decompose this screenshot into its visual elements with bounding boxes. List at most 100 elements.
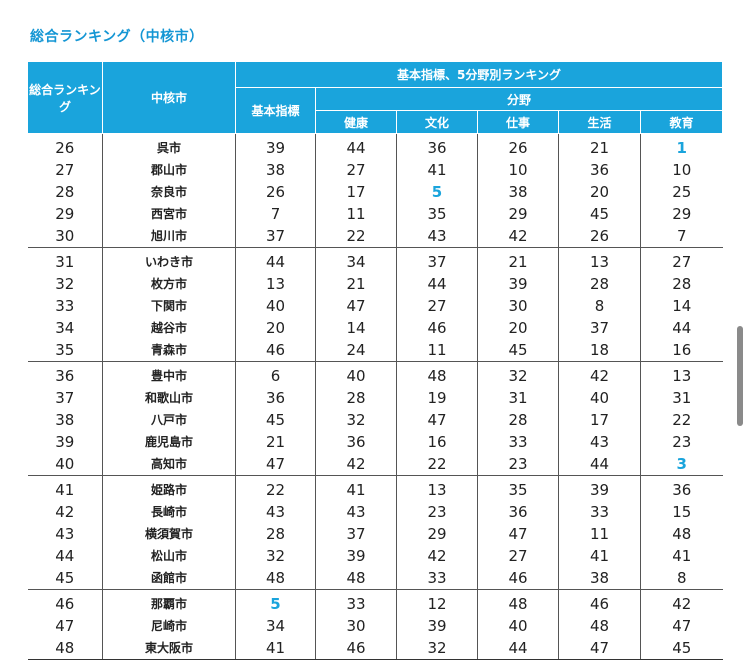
- culture-cell: 39: [396, 615, 478, 637]
- culture-cell: 27: [396, 295, 478, 317]
- rank-cell: 39: [27, 431, 103, 453]
- education-cell: 31: [672, 389, 692, 407]
- rank-cell: 40: [27, 453, 103, 476]
- city-cell: 横須賀市: [102, 523, 236, 545]
- table-row: 40 高知市 47 42 22 23 44 3: [27, 453, 723, 476]
- basic-cell: 32: [235, 545, 316, 567]
- education-cell: 42: [672, 595, 692, 613]
- health-cell: 42: [315, 453, 397, 476]
- health-cell: 30: [315, 615, 397, 637]
- education-cell: 13: [672, 367, 692, 385]
- education-cell: 25: [672, 183, 692, 201]
- health-cell: 48: [315, 567, 397, 590]
- scrollbar[interactable]: [737, 326, 743, 426]
- culture-cell: 41: [396, 159, 478, 181]
- education-cell: 36: [672, 481, 692, 499]
- work-cell: 31: [477, 387, 559, 409]
- rank-cell: 27: [27, 159, 103, 181]
- city-cell: 那覇市: [102, 589, 236, 615]
- basic-cell: 39: [235, 133, 316, 159]
- rank-cell: 44: [27, 545, 103, 567]
- work-cell: 20: [477, 317, 559, 339]
- work-cell: 30: [477, 295, 559, 317]
- rank-cell: 46: [27, 589, 103, 615]
- table-row: 44 松山市 32 39 42 27 41 41: [27, 545, 723, 567]
- basic-cell: 21: [235, 431, 316, 453]
- work-cell: 27: [477, 545, 559, 567]
- city-cell: 高知市: [102, 453, 236, 476]
- culture-cell: 29: [396, 523, 478, 545]
- rank-cell: 36: [27, 361, 103, 387]
- rank-cell: 29: [27, 203, 103, 225]
- header-fields-group: 分野: [315, 87, 723, 111]
- life-cell: 36: [558, 159, 641, 181]
- culture-cell: 43: [396, 225, 478, 248]
- life-cell: 38: [558, 567, 641, 590]
- culture-cell: 11: [396, 339, 478, 362]
- life-cell: 28: [558, 273, 641, 295]
- education-cell: 7: [640, 225, 723, 248]
- city-cell: 呉市: [102, 133, 236, 159]
- health-cell: 32: [315, 409, 397, 431]
- work-cell: 44: [477, 637, 559, 660]
- education-cell: 41: [672, 547, 692, 565]
- header-field-life: 生活: [558, 110, 641, 134]
- basic-cell: 46: [235, 339, 316, 362]
- health-cell: 11: [315, 203, 397, 225]
- table-row: 43 横須賀市 28 37 29 47 11 48: [27, 523, 723, 545]
- life-cell: 42: [558, 361, 641, 387]
- work-cell: 21: [477, 247, 559, 273]
- work-cell: 35: [477, 475, 559, 501]
- rank-cell: 34: [27, 317, 103, 339]
- table-row: 48 東大阪市 41 46 32 44 47 45: [27, 637, 723, 660]
- rank-cell: 48: [27, 637, 103, 660]
- education-cell: 48: [672, 525, 692, 543]
- work-cell: 48: [477, 589, 559, 615]
- basic-cell: 40: [235, 295, 316, 317]
- education-cell: 10: [672, 161, 692, 179]
- rank-cell: 43: [27, 523, 103, 545]
- education-cell: 16: [640, 339, 723, 362]
- life-cell: 43: [558, 431, 641, 453]
- culture-cell: 37: [396, 247, 478, 273]
- life-cell: 11: [558, 523, 641, 545]
- city-cell: 西宮市: [102, 203, 236, 225]
- basic-cell: 26: [235, 181, 316, 203]
- work-cell: 38: [477, 181, 559, 203]
- table-row: 27 郡山市 38 27 41 10 36 10: [27, 159, 723, 181]
- life-cell: 17: [558, 409, 641, 431]
- table-row: 32 枚方市 13 21 44 39 28 28: [27, 273, 723, 295]
- table-row: 37 和歌山市 36 28 19 31 40 31: [27, 387, 723, 409]
- basic-cell: 5: [235, 589, 316, 615]
- rank-cell: 41: [27, 475, 103, 501]
- education-cell: 22: [672, 411, 692, 429]
- city-cell: 松山市: [102, 545, 236, 567]
- health-cell: 39: [315, 545, 397, 567]
- health-cell: 47: [315, 295, 397, 317]
- life-cell: 41: [558, 545, 641, 567]
- city-cell: 奈良市: [102, 181, 236, 203]
- life-cell: 47: [558, 637, 641, 660]
- health-cell: 22: [315, 225, 397, 248]
- education-cell: 14: [672, 297, 692, 315]
- culture-cell: 19: [396, 387, 478, 409]
- health-cell: 33: [315, 589, 397, 615]
- health-cell: 21: [315, 273, 397, 295]
- culture-cell: 5: [396, 181, 478, 203]
- city-cell: 旭川市: [102, 225, 236, 248]
- health-cell: 36: [315, 431, 397, 453]
- basic-cell: 22: [235, 475, 316, 501]
- basic-cell: 20: [235, 317, 316, 339]
- table-row: 33 下関市 40 47 27 30 8 14: [27, 295, 723, 317]
- life-cell: 8: [558, 295, 641, 317]
- culture-cell: 23: [396, 501, 478, 523]
- city-cell: 郡山市: [102, 159, 236, 181]
- culture-cell: 36: [396, 133, 478, 159]
- city-cell: 青森市: [102, 339, 236, 362]
- life-cell: 26: [558, 225, 641, 248]
- table-row: 26 呉市 39 44 36 26 21 1: [27, 133, 723, 159]
- culture-cell: 47: [396, 409, 478, 431]
- city-cell: 越谷市: [102, 317, 236, 339]
- work-cell: 39: [477, 273, 559, 295]
- rank-cell: 28: [27, 181, 103, 203]
